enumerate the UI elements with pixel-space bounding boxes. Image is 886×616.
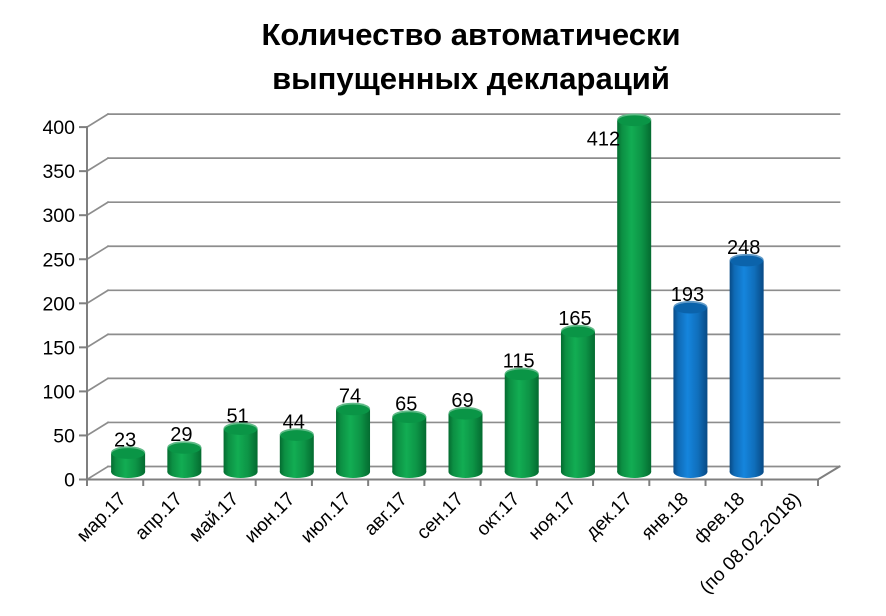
gridline-depth — [85, 289, 110, 305]
chart-title-line1: Количество автоматически — [261, 17, 681, 52]
cylinder-top — [674, 302, 707, 314]
gridline-depth — [85, 421, 110, 437]
bar-cylinder — [673, 300, 708, 478]
cylinder-body — [448, 412, 483, 472]
bar-value-label: 44 — [283, 411, 305, 433]
y-axis-label: 300 — [42, 205, 75, 227]
bar-value-label: 193 — [671, 284, 704, 306]
bar-cylinder — [336, 402, 371, 478]
x-axis-label: (по 08.02.2018) — [696, 489, 806, 599]
x-axis-label: янв.18 — [638, 489, 693, 544]
cylinder-body — [223, 428, 258, 472]
cylinder-body — [729, 259, 764, 472]
gridline-depth — [85, 377, 110, 393]
bar-cylinder — [448, 406, 483, 478]
cylinder-top — [224, 424, 257, 435]
x-axis-label: мар.17 — [73, 489, 131, 547]
x-axis-label: май.17 — [185, 489, 243, 547]
x-axis-label: сен.17 — [413, 489, 468, 544]
x-axis-label: окт.17 — [473, 489, 525, 541]
y-axis-label: 400 — [42, 117, 75, 139]
cylinder-top — [561, 326, 595, 338]
gridline-depth — [85, 112, 110, 129]
bar-cylinder — [392, 410, 427, 478]
y-axis-label: 100 — [42, 381, 75, 403]
floor-corner-edge — [816, 465, 841, 481]
bar-value-label: 51 — [226, 405, 248, 427]
bar-cylinder — [617, 113, 652, 478]
x-axis-label: июн.17 — [241, 489, 300, 548]
grid-lines — [85, 112, 841, 481]
cylinder-top — [392, 412, 426, 423]
value-labels: 23 29 51 44 74 65 69 115 165 412 193 248 — [114, 129, 760, 452]
bar-value-label: 29 — [170, 424, 192, 446]
gridline-depth — [85, 245, 110, 261]
bar-value-label: 115 — [503, 351, 535, 373]
x-axis-label: апр.17 — [131, 489, 187, 545]
x-axis-label: дек.17 — [582, 489, 637, 544]
cylinder-top — [449, 408, 482, 420]
bar-cylinder — [167, 441, 202, 478]
y-axis-label: 200 — [42, 293, 75, 315]
y-axis-label: 0 — [64, 470, 75, 492]
cylinder-body — [336, 408, 371, 472]
bar-cylinder — [111, 446, 146, 478]
bar-value-label: 248 — [727, 237, 760, 259]
bar-cylinder — [560, 324, 595, 478]
cylinder-body — [392, 416, 427, 472]
cylinder-body — [560, 330, 595, 472]
bar-value-label: 165 — [558, 308, 591, 330]
gridline-depth — [85, 333, 110, 349]
bar-cylinder — [279, 428, 314, 478]
bar-value-label: 74 — [339, 386, 361, 408]
cylinder-top — [730, 255, 764, 267]
cylinder-top — [167, 442, 201, 454]
bar-cylinder — [504, 367, 539, 478]
cylinder-top — [111, 448, 145, 459]
bars — [111, 113, 764, 478]
cylinder-top — [617, 115, 651, 127]
gridline-depth — [85, 156, 110, 173]
cylinder-body — [673, 306, 708, 472]
y-axis-label: 150 — [42, 337, 75, 359]
bar-value-label: 412 — [587, 129, 620, 151]
chart-title-line2: выпущенных деклараций — [272, 61, 670, 97]
bar-cylinder — [729, 253, 764, 478]
bar-value-label: 69 — [451, 390, 473, 412]
chart-title: Количество автоматически выпущенных декл… — [28, 13, 886, 101]
cylinder-top — [336, 404, 370, 416]
gridline-depth — [85, 201, 110, 217]
cylinder-top — [505, 369, 539, 381]
y-axis-label: 50 — [53, 425, 75, 447]
x-axis-label: авг.17 — [360, 489, 411, 540]
bar-cylinder — [223, 422, 258, 478]
bar-value-label: 23 — [114, 429, 136, 451]
y-axis-label: 350 — [42, 161, 75, 183]
axes — [79, 126, 841, 486]
y-axis-label: 250 — [42, 249, 75, 271]
gridline-depth — [85, 465, 110, 481]
x-axis-label: ноя.17 — [525, 489, 581, 545]
bar-value-label: 65 — [395, 393, 417, 415]
cylinder-body — [617, 119, 652, 472]
x-axis-label: июл.17 — [297, 489, 356, 548]
cylinder-body — [504, 373, 539, 472]
cylinder-top — [280, 430, 314, 441]
